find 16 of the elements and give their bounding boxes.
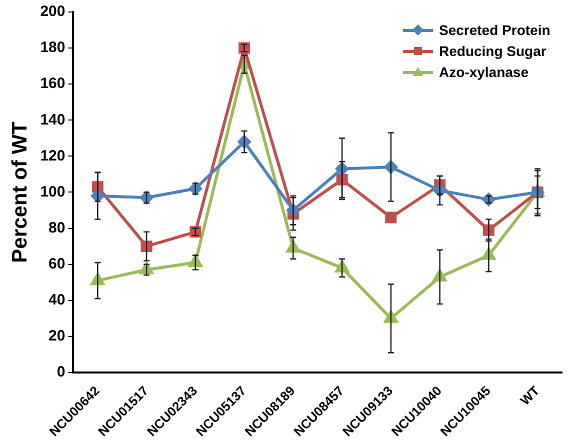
y-tick-label: 140	[40, 111, 66, 128]
y-tick-label: 200	[40, 3, 66, 20]
y-tick-label: 160	[40, 75, 66, 92]
y-tick-label: 0	[56, 364, 66, 381]
y-tick-label: 20	[48, 328, 66, 345]
y-tick-label: 40	[48, 292, 66, 309]
x-tick-label: WT	[517, 383, 542, 408]
y-tick-label: 80	[48, 219, 66, 236]
y-axis-title: Percent of WT	[8, 121, 32, 263]
y-tick-label: 60	[48, 255, 66, 272]
legend-label: Azo-xylanase	[439, 63, 528, 82]
y-tick-label: 120	[40, 147, 66, 164]
y-tick-label: 100	[40, 183, 66, 200]
y-tick-label: 180	[40, 39, 66, 56]
legend-label: Secreted Protein	[439, 21, 550, 40]
legend-label: Reducing Sugar	[439, 42, 546, 61]
